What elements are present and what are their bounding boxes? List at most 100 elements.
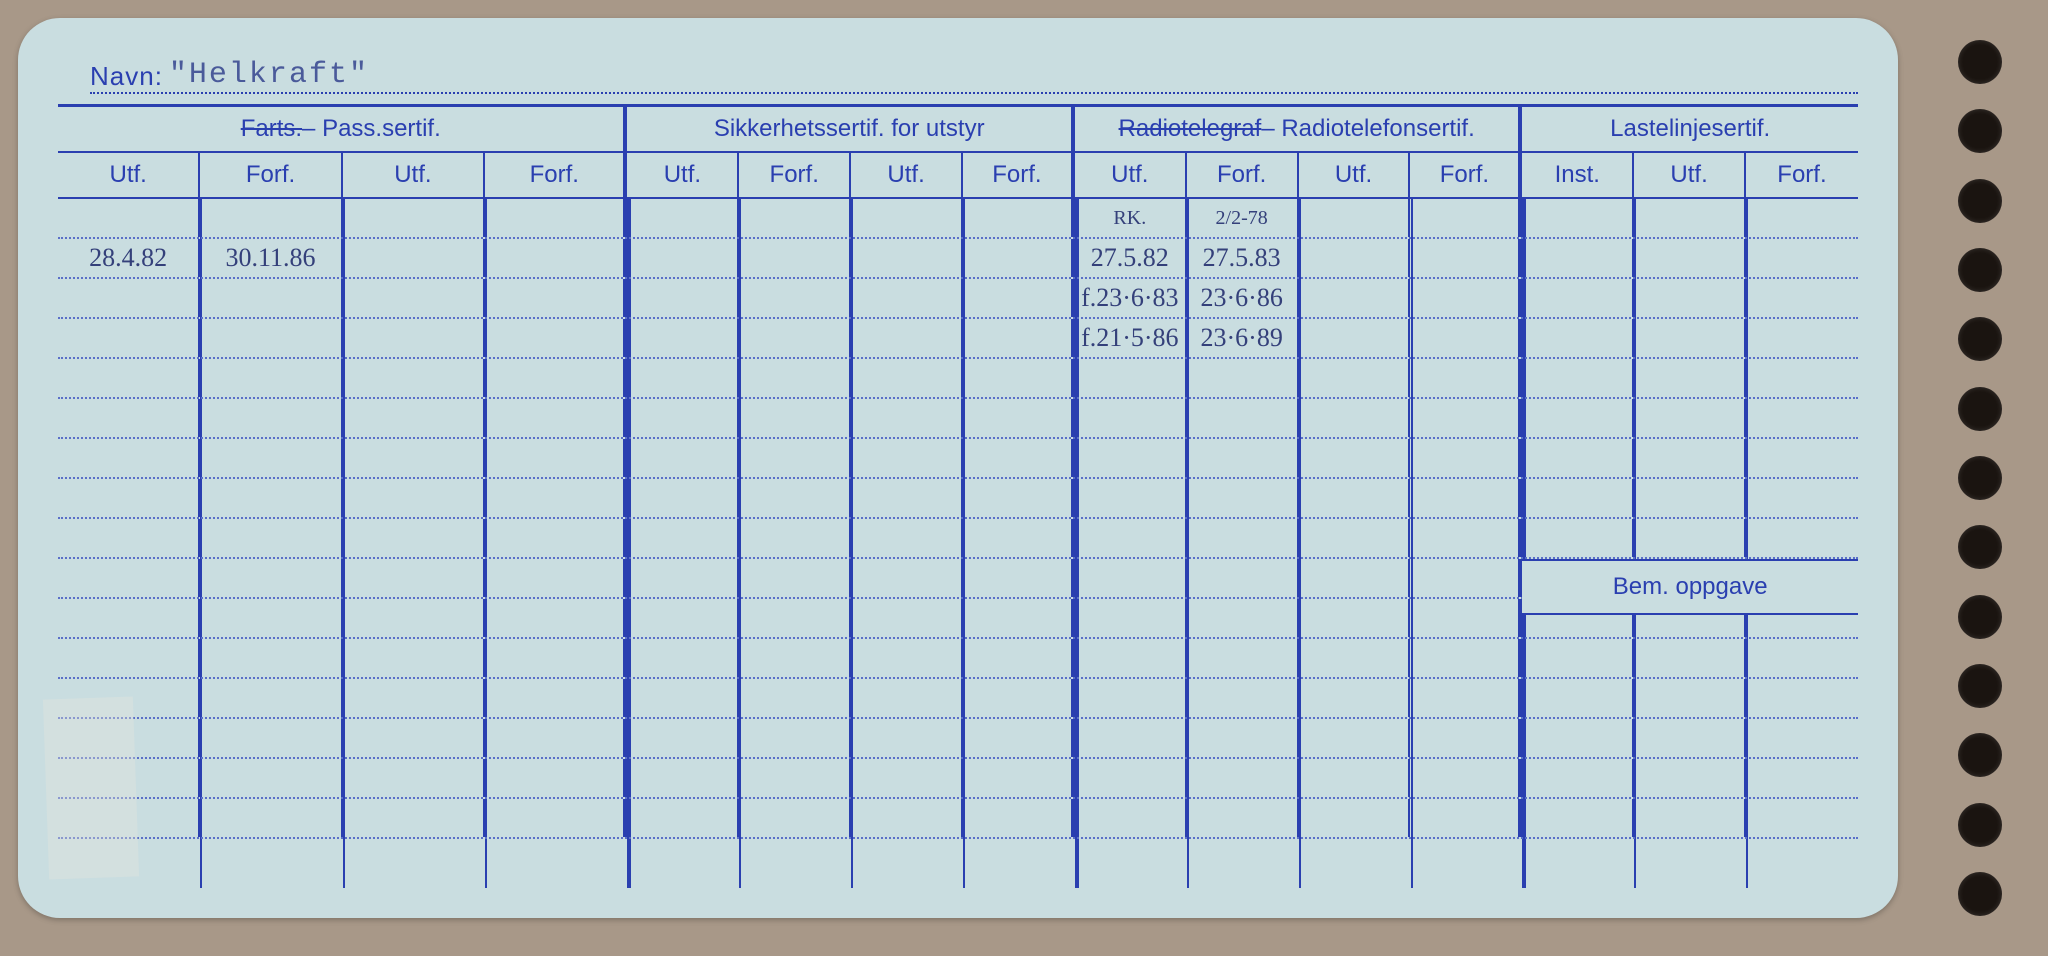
cell bbox=[200, 799, 342, 837]
cell bbox=[343, 759, 485, 797]
cell bbox=[343, 639, 485, 677]
cell bbox=[1410, 239, 1522, 277]
cell bbox=[343, 359, 485, 397]
cell bbox=[627, 279, 739, 317]
cell bbox=[627, 479, 739, 517]
cell bbox=[343, 519, 485, 557]
cell bbox=[963, 239, 1075, 277]
group-header: Radiotelegraf – Radiotelefonsertif. bbox=[1075, 107, 1522, 151]
table-row: f.23·6·8323·6·86 bbox=[58, 279, 1858, 319]
cell bbox=[963, 599, 1075, 637]
cell bbox=[1634, 519, 1746, 557]
cell bbox=[851, 599, 963, 637]
table-row bbox=[58, 639, 1858, 679]
cell bbox=[963, 639, 1075, 677]
cell bbox=[343, 439, 485, 477]
cell bbox=[1075, 759, 1187, 797]
cell bbox=[1410, 439, 1522, 477]
cell bbox=[851, 399, 963, 437]
cell bbox=[1299, 519, 1411, 557]
cell bbox=[58, 399, 200, 437]
cell bbox=[1634, 439, 1746, 477]
table-row bbox=[58, 799, 1858, 839]
column-header: Forf. bbox=[1187, 153, 1299, 197]
cell: f.21·5·86 bbox=[1075, 319, 1187, 357]
cell bbox=[1075, 639, 1187, 677]
cell bbox=[485, 719, 627, 757]
cell bbox=[1075, 519, 1187, 557]
group-label-strike: Radiotelegraf bbox=[1119, 115, 1262, 143]
cell bbox=[1522, 799, 1634, 837]
cell bbox=[963, 319, 1075, 357]
column-header: Inst. bbox=[1522, 153, 1634, 197]
punch-hole bbox=[1958, 872, 2002, 916]
cell bbox=[1299, 479, 1411, 517]
cell bbox=[963, 719, 1075, 757]
cell bbox=[1075, 359, 1187, 397]
cell bbox=[1410, 599, 1522, 637]
cell bbox=[963, 439, 1075, 477]
cell bbox=[627, 759, 739, 797]
cell bbox=[58, 519, 200, 557]
cell bbox=[963, 519, 1075, 557]
cell bbox=[200, 679, 342, 717]
cell bbox=[1634, 799, 1746, 837]
cell bbox=[1410, 279, 1522, 317]
cell bbox=[1634, 319, 1746, 357]
punch-hole bbox=[1958, 456, 2002, 500]
cell bbox=[1410, 519, 1522, 557]
table-row bbox=[58, 439, 1858, 479]
group-label: – Pass.sertif. bbox=[302, 115, 441, 143]
cell bbox=[1187, 759, 1299, 797]
cell bbox=[1634, 199, 1746, 237]
cell bbox=[1299, 639, 1411, 677]
cell bbox=[1187, 479, 1299, 517]
cell bbox=[1299, 319, 1411, 357]
cell bbox=[1746, 399, 1858, 437]
cell bbox=[1634, 239, 1746, 277]
punch-hole bbox=[1958, 387, 2002, 431]
punch-hole bbox=[1958, 248, 2002, 292]
cell bbox=[1075, 719, 1187, 757]
cell bbox=[851, 519, 963, 557]
cell bbox=[627, 359, 739, 397]
cell bbox=[1746, 519, 1858, 557]
cell bbox=[200, 439, 342, 477]
cell bbox=[1299, 239, 1411, 277]
cell bbox=[200, 319, 342, 357]
cell bbox=[343, 399, 485, 437]
cell bbox=[851, 199, 963, 237]
cell bbox=[485, 279, 627, 317]
cell bbox=[1746, 759, 1858, 797]
grid: Farts. – Pass.sertif.Sikkerhetssertif. f… bbox=[58, 104, 1858, 888]
cell bbox=[1187, 719, 1299, 757]
cell bbox=[627, 719, 739, 757]
cell bbox=[1522, 399, 1634, 437]
table-row: RK.2/2-78 bbox=[58, 199, 1858, 239]
cell bbox=[485, 759, 627, 797]
cell bbox=[739, 359, 851, 397]
cell bbox=[200, 519, 342, 557]
cell bbox=[1075, 799, 1187, 837]
cell bbox=[485, 439, 627, 477]
cell bbox=[1746, 279, 1858, 317]
table-row bbox=[58, 479, 1858, 519]
cell bbox=[739, 799, 851, 837]
cell bbox=[1746, 479, 1858, 517]
cell bbox=[627, 679, 739, 717]
column-header: Forf. bbox=[1410, 153, 1522, 197]
cell bbox=[1299, 719, 1411, 757]
cell bbox=[851, 319, 963, 357]
cell bbox=[963, 679, 1075, 717]
group-label: – Radiotelefonsertif. bbox=[1261, 115, 1474, 143]
cell bbox=[1075, 399, 1187, 437]
cell bbox=[851, 679, 963, 717]
cell bbox=[851, 439, 963, 477]
cell bbox=[1522, 639, 1634, 677]
cell bbox=[963, 559, 1075, 597]
cell bbox=[1522, 719, 1634, 757]
cell bbox=[1299, 759, 1411, 797]
cell bbox=[627, 519, 739, 557]
punch-holes bbox=[1958, 40, 2018, 916]
cell bbox=[485, 199, 627, 237]
